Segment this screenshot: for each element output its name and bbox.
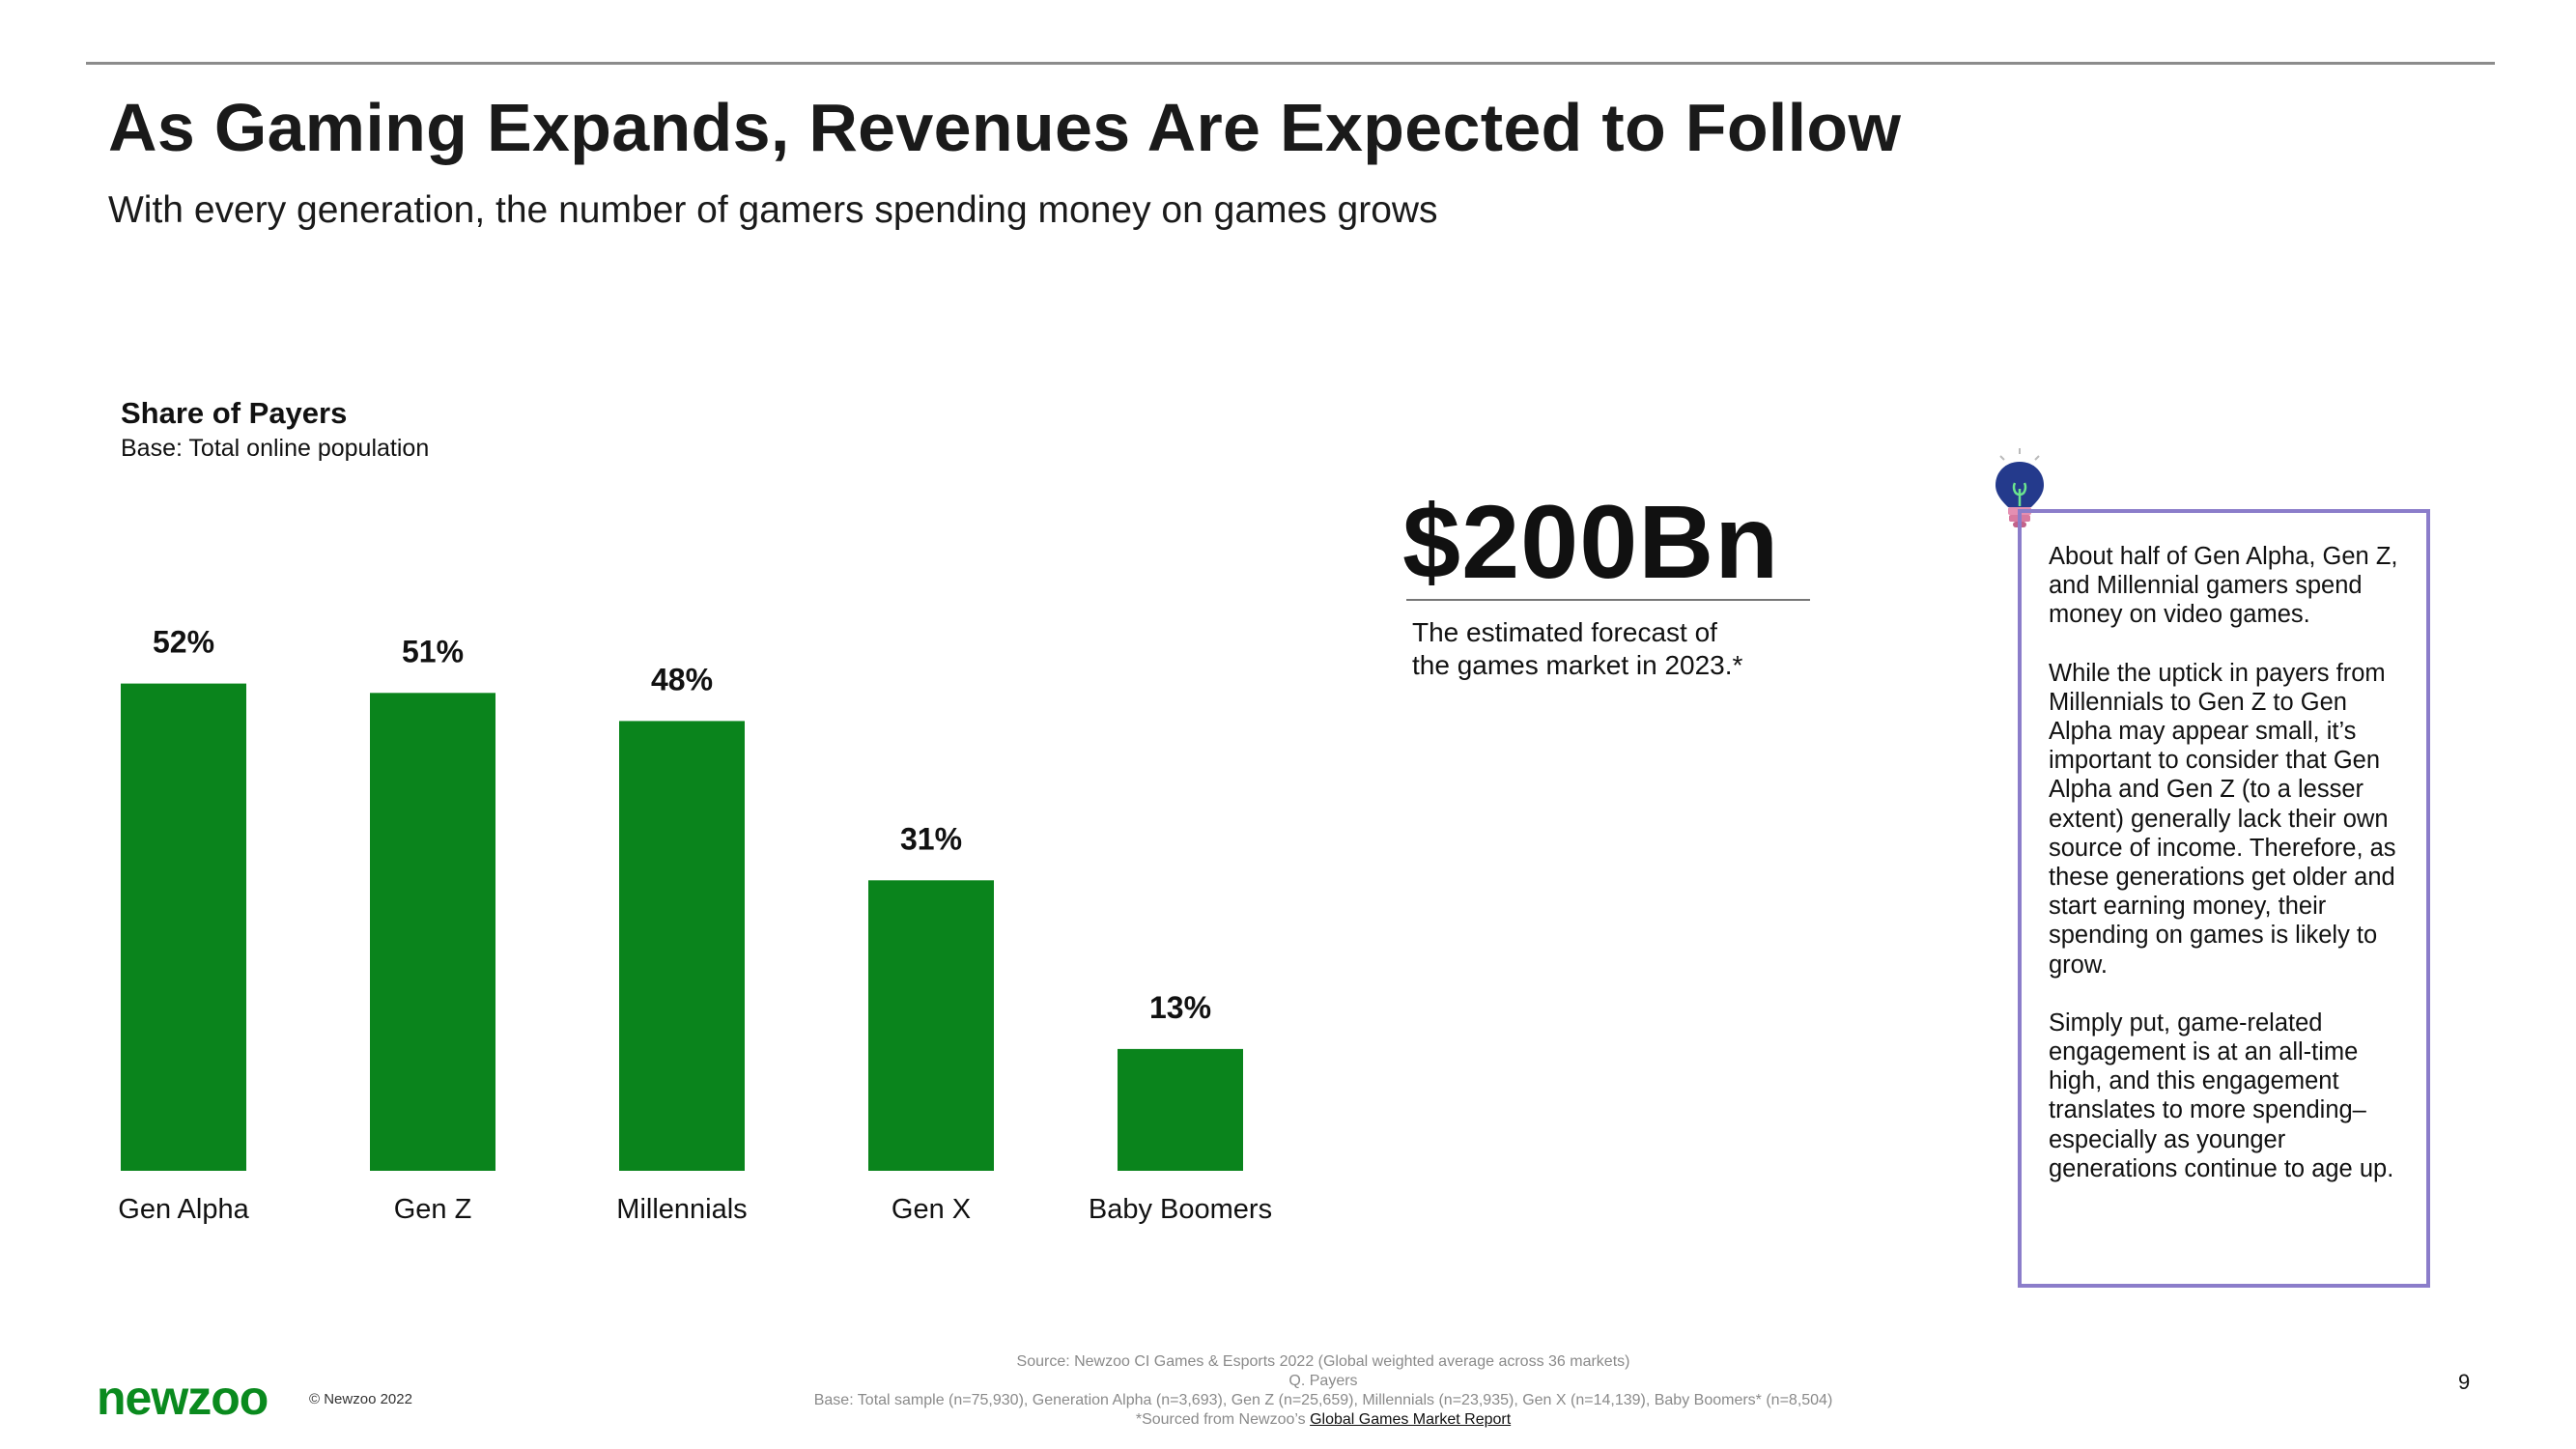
bar-value-label-gen-x: 31% xyxy=(900,821,962,856)
insight-box: About half of Gen Alpha, Gen Z, and Mill… xyxy=(2018,509,2430,1288)
top-divider xyxy=(86,62,2495,65)
category-label-baby-boomers: Baby Boomers xyxy=(1089,1194,1272,1225)
bar-millennials xyxy=(619,721,745,1171)
base-line: Base: Total sample (n=75,930), Generatio… xyxy=(813,1392,1833,1408)
question-line: Q. Payers xyxy=(1288,1373,1358,1389)
sourced-prefix: *Sourced from Newzoo’s xyxy=(1135,1411,1311,1428)
insight-paragraph-3: Simply put, game-related engagement is a… xyxy=(2049,1009,2394,1182)
bar-value-label-baby-boomers: 13% xyxy=(1149,990,1211,1025)
page-subtitle: With every generation, the number of gam… xyxy=(108,189,1438,231)
category-label-gen-alpha: Gen Alpha xyxy=(118,1194,249,1225)
page-number: 9 xyxy=(2458,1370,2471,1394)
bar-value-label-gen-alpha: 52% xyxy=(153,625,214,660)
insight-paragraph-2: While the uptick in payers from Millenni… xyxy=(2049,659,2396,979)
category-label-gen-x: Gen X xyxy=(892,1194,971,1225)
newzoo-logo: newzoo xyxy=(97,1371,269,1425)
forecast-caption: The estimated forecast of the games mark… xyxy=(1412,617,1743,680)
source-notes: Source: Newzoo CI Games & Esports 2022 (… xyxy=(580,1352,2067,1430)
category-label-gen-z: Gen Z xyxy=(394,1194,472,1225)
source-line: Source: Newzoo CI Games & Esports 2022 (… xyxy=(1016,1353,1630,1370)
copyright: © Newzoo 2022 xyxy=(309,1391,412,1407)
bar-baby-boomers xyxy=(1118,1048,1243,1171)
forecast-divider xyxy=(1406,599,1810,601)
page-title: As Gaming Expands, Revenues Are Expected… xyxy=(108,90,1902,165)
bar-gen-x xyxy=(868,880,994,1171)
chart-title: Share of Payers xyxy=(121,396,348,430)
bar-value-label-gen-z: 51% xyxy=(402,634,464,668)
sourced-line: *Sourced from Newzoo’s Global Games Mark… xyxy=(580,1410,2067,1430)
global-games-market-report-link[interactable]: Global Games Market Report xyxy=(1310,1411,1512,1428)
insight-paragraph-1: About half of Gen Alpha, Gen Z, and Mill… xyxy=(2049,543,2398,629)
bar-gen-alpha xyxy=(121,683,246,1171)
category-label-millennials: Millennials xyxy=(616,1194,747,1225)
bar-gen-z xyxy=(370,693,495,1171)
chart-subtitle: Base: Total online population xyxy=(121,435,430,462)
forecast-value: $200Bn xyxy=(1402,483,1780,600)
bar-value-label-millennials: 48% xyxy=(651,662,713,696)
